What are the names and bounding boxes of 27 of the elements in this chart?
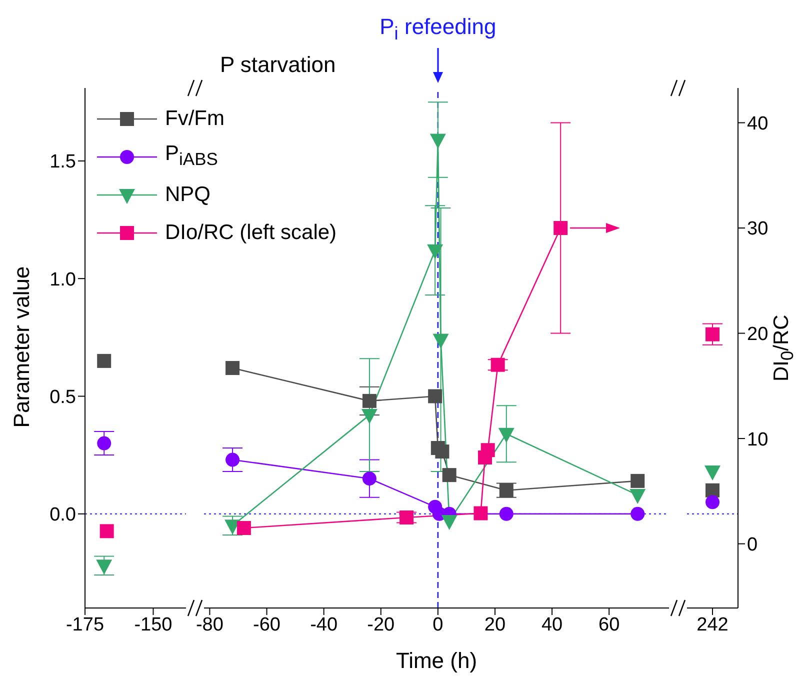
x-axis-title: Time (h) [396,648,478,673]
x-tick-label: -175 [66,614,104,636]
y2-tick-label: 0 [747,534,758,556]
y2-tick-label: 40 [747,113,768,134]
x-tick-label: 242 [696,614,728,636]
y-tick-label: 0.5 [50,386,76,408]
x-tick-label: -60 [253,614,280,636]
x-tick-label: -20 [367,614,395,636]
y2-tick-label: 10 [747,429,768,450]
x-tick-label: -150 [134,614,172,636]
y-tick-label: 1.5 [50,152,76,173]
x-tick-label: 0 [432,614,444,636]
y-tick-label: 1.0 [50,269,76,290]
x-tick-label: 60 [598,614,620,636]
y2-tick-label: 20 [747,324,768,346]
y-axis-title: Parameter value [9,266,34,428]
y2-tick-label: 30 [747,218,768,240]
legend-label: Fv/Fm [165,107,224,130]
x-tick-label: 20 [484,614,506,636]
y-tick-label: 0.0 [50,504,76,526]
x-tick-label: -40 [310,614,338,636]
text: P starvation [220,52,336,77]
x-tick-label: 40 [541,614,563,636]
x-tick-label: -80 [196,614,224,636]
legend-label: DIo/RC (left scale) [165,221,337,244]
text: P$_{i}$ refeeding [380,14,496,44]
legend-label: NPQ [165,183,211,206]
